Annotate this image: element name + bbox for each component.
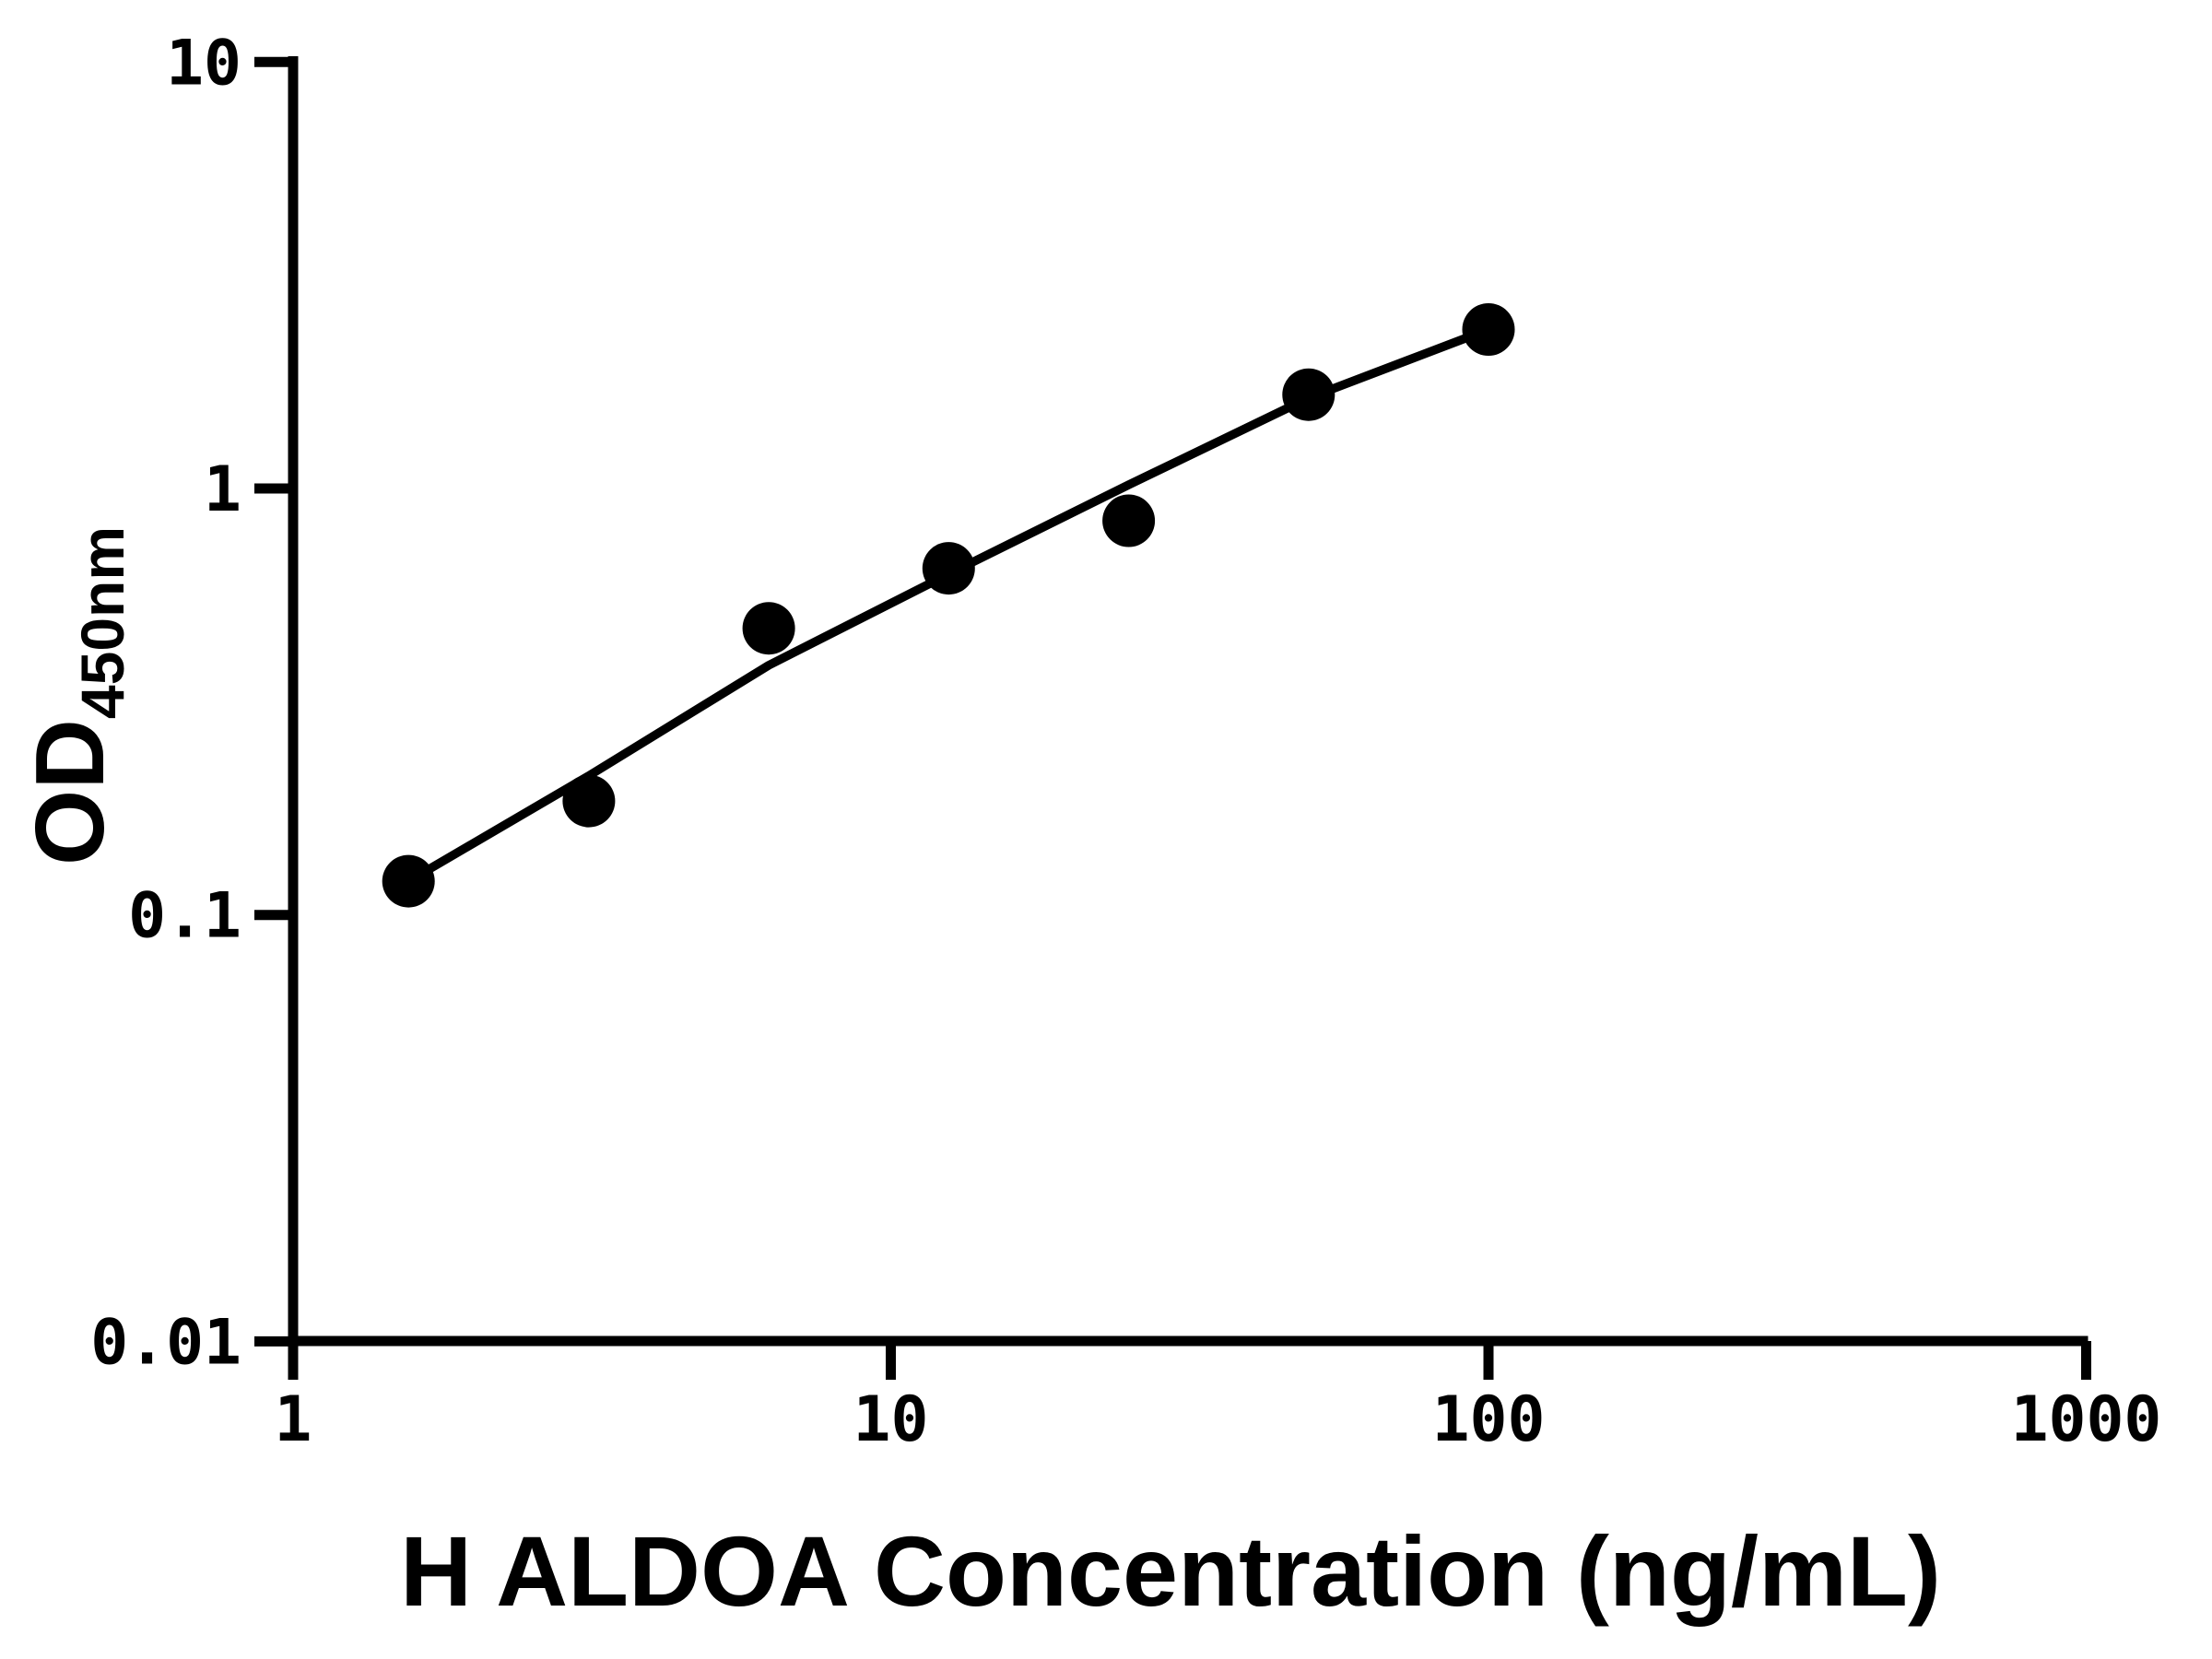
x-tick-label: 1000 — [2011, 1383, 2162, 1456]
y-tick-label: 1 — [204, 453, 241, 526]
axes — [288, 56, 2088, 1347]
data-point — [1102, 494, 1156, 547]
data-point — [1282, 368, 1335, 421]
y-axis-title-subscript: 450nm — [68, 526, 136, 719]
x-axis-title: H ALDOA Concentration (ng/mL) — [400, 1515, 1941, 1627]
x-ticks: 1 10 100 1000 — [275, 1341, 2162, 1456]
data-point — [562, 774, 616, 828]
x-tick-label: 100 — [1432, 1383, 1546, 1456]
data-point — [922, 542, 975, 595]
x-tick-label: 10 — [853, 1383, 929, 1456]
data-point — [382, 854, 435, 908]
y-tick-label: 0.1 — [128, 880, 241, 953]
y-axis-title-main: OD — [16, 719, 124, 865]
y-axis-title: OD450nm — [16, 526, 136, 865]
plot-area — [382, 303, 1515, 908]
data-point — [1462, 303, 1515, 356]
x-tick-label: 1 — [275, 1383, 312, 1456]
y-ticks: 0.01 0.1 1 10 — [90, 27, 293, 1379]
data-point — [742, 602, 795, 655]
y-tick-label: 10 — [166, 27, 241, 100]
y-tick-label: 0.01 — [90, 1306, 241, 1379]
